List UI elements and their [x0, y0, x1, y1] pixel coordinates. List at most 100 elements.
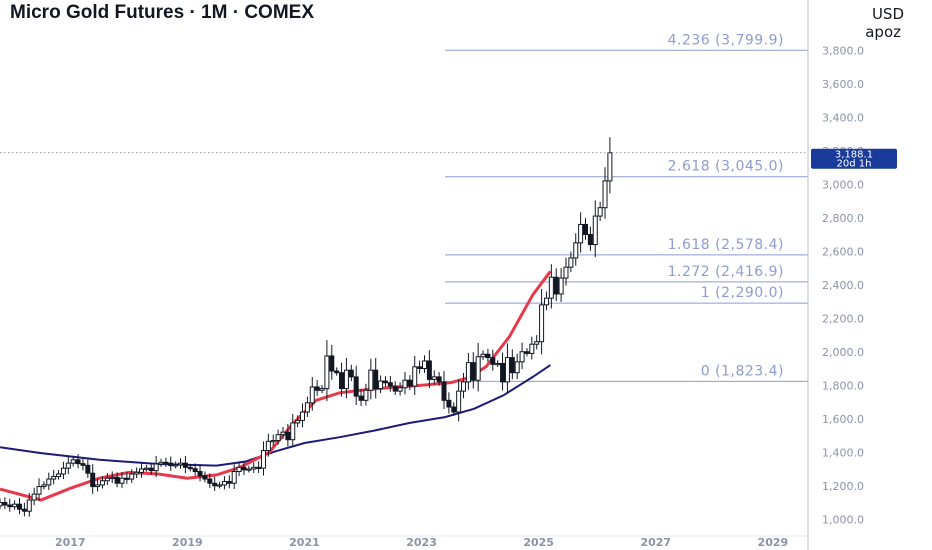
candle-body	[441, 381, 447, 401]
candle	[456, 379, 462, 422]
time-tick-label: 2025	[523, 536, 554, 549]
candle	[129, 469, 135, 483]
candle-body	[246, 468, 252, 471]
candle-body	[197, 471, 203, 477]
candle-body	[31, 493, 37, 501]
candle-body	[568, 257, 574, 268]
fib-level-label: 0 (1,823.4)	[701, 363, 784, 379]
candle	[60, 461, 66, 480]
candle-body	[221, 481, 227, 486]
candle	[158, 458, 164, 467]
bar-countdown: 20d 1h	[837, 159, 872, 170]
candle	[553, 268, 559, 302]
candle-body	[534, 341, 540, 345]
candle-body	[2, 502, 8, 506]
candle	[138, 462, 144, 478]
candle	[373, 358, 379, 399]
candle-body	[543, 297, 549, 306]
candle-body	[163, 461, 169, 464]
candle	[329, 344, 335, 380]
candle	[543, 291, 549, 311]
time-tick-label: 2029	[758, 536, 789, 549]
candle-body	[251, 466, 257, 470]
candle	[41, 481, 47, 490]
fib-level-label: 2.618 (3,045.0)	[668, 159, 784, 175]
price-tick-label: 2,400.0	[822, 279, 864, 292]
candle	[573, 233, 579, 266]
candle	[95, 478, 101, 492]
candle	[441, 371, 447, 409]
candle	[226, 475, 232, 489]
author-tag: apoz	[865, 23, 901, 41]
candle	[143, 464, 149, 472]
candle-body	[587, 234, 593, 246]
candle-body	[226, 481, 232, 484]
price-tick-label: 1,000.0	[822, 513, 864, 526]
candle-body	[339, 372, 345, 390]
candle	[26, 493, 32, 517]
candle-body	[529, 343, 535, 354]
candle	[0, 498, 3, 510]
candle-body	[509, 357, 515, 374]
candle	[197, 464, 203, 482]
candle-body	[231, 471, 237, 484]
currency-label[interactable]: USD	[871, 5, 904, 23]
current-price-tag-bg	[811, 148, 897, 169]
candle	[99, 476, 105, 489]
candle-body	[109, 476, 115, 480]
candle-body	[485, 353, 491, 359]
candle-body	[26, 499, 32, 512]
candle-body	[119, 477, 125, 484]
candle	[539, 288, 545, 355]
price-tick-label: 1,800.0	[822, 379, 864, 392]
time-axis[interactable]: 2017 2019 2021 2023 2025 2027 2029	[55, 536, 788, 549]
candle-body	[451, 406, 457, 413]
fib-level-label: 1 (2,290.0)	[701, 285, 784, 301]
candle	[558, 268, 564, 302]
candle	[173, 461, 179, 469]
candle	[402, 371, 408, 395]
price-tick-label: 3,400.0	[822, 111, 864, 124]
price-axis[interactable]: 1,000.0 1,200.0 1,400.0 1,600.0 1,800.0 2,000…	[822, 44, 864, 526]
candle-body	[36, 486, 42, 495]
candle-body	[412, 366, 418, 387]
candle	[2, 497, 8, 510]
candle	[256, 461, 262, 473]
candle	[583, 217, 589, 240]
candle	[207, 473, 213, 488]
candle-body	[368, 369, 374, 391]
candle	[7, 498, 13, 512]
candle	[75, 454, 81, 469]
candle-body	[495, 362, 501, 366]
candle	[324, 340, 330, 402]
candle-body	[168, 462, 174, 467]
candle	[114, 472, 120, 488]
candle-body	[514, 361, 520, 374]
fib-level-label: 1.272 (2,416.9)	[668, 264, 784, 280]
candle-body	[129, 473, 135, 480]
candle-body	[51, 476, 57, 480]
candle	[217, 481, 223, 489]
candle-body	[21, 508, 27, 512]
candle	[578, 212, 584, 253]
candle-body	[265, 440, 271, 452]
fibonacci-retracement[interactable]: 4.236 (3,799.9) 2.618 (3,045.0) 1.618 (2,5…	[444, 32, 808, 382]
time-tick-label: 2017	[55, 536, 86, 549]
candle	[417, 360, 423, 374]
candle	[236, 461, 242, 477]
candle	[280, 426, 286, 439]
candle	[212, 476, 218, 492]
candle-body	[573, 242, 579, 259]
candle	[85, 459, 91, 478]
candle-body	[60, 467, 66, 475]
candle	[319, 384, 325, 394]
candle-body	[470, 362, 476, 381]
candle-body	[143, 467, 149, 470]
candle	[270, 434, 276, 447]
candle-body	[402, 379, 408, 389]
candle-body	[217, 484, 223, 487]
candle	[304, 396, 310, 418]
candle-body	[187, 466, 193, 470]
candle-body	[421, 360, 427, 369]
